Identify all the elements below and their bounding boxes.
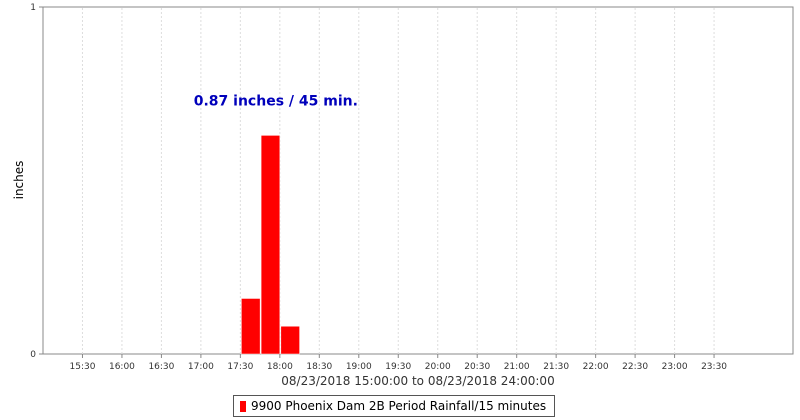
y-axis-ticks: 01	[30, 3, 43, 360]
x-tick-label-15: 23:00	[662, 362, 688, 372]
x-tick-label-4: 17:30	[227, 362, 253, 372]
rainfall-bar-2	[280, 325, 300, 355]
plot-area	[42, 6, 794, 355]
x-axis-label: 08/23/2018 15:00:00 to 08/23/2018 24:00:…	[281, 374, 554, 388]
bars-group	[241, 135, 300, 355]
total-annotation: 0.87 inches / 45 min.	[194, 94, 358, 110]
x-tick-label-7: 19:00	[346, 362, 372, 372]
x-tick-label-12: 21:30	[543, 362, 569, 372]
legend: 9900 Phoenix Dam 2B Period Rainfall/15 m…	[233, 395, 556, 417]
legend-swatch	[240, 400, 246, 412]
x-tick-label-10: 20:30	[464, 362, 490, 372]
y-tick-label-0: 0	[30, 350, 36, 360]
x-tick-label-1: 16:00	[109, 362, 135, 372]
rainfall-bar-0	[241, 298, 261, 355]
x-tick-label-3: 17:00	[188, 362, 214, 372]
y-tick-label-1: 1	[30, 3, 36, 13]
x-tick-label-2: 16:30	[148, 362, 174, 372]
rainfall-bar-1	[260, 135, 281, 355]
y-axis-label: inches	[12, 161, 26, 200]
x-tick-label-9: 20:00	[425, 362, 451, 372]
x-tick-label-0: 15:30	[70, 362, 96, 372]
x-tick-label-14: 22:30	[622, 362, 648, 372]
rainfall-chart: 15:30 16:00 16:30 17:00 17:30 18:00 18:30 19:00…	[12, 3, 794, 388]
x-tick-label-8: 19:30	[385, 362, 411, 372]
x-tick-label-5: 18:00	[267, 362, 293, 372]
x-axis-ticks: 15:30 16:00 16:30 17:00 17:30 18:00 18:30 19:00…	[70, 354, 727, 372]
x-tick-label-13: 22:00	[583, 362, 609, 372]
x-tick-label-16: 23:30	[701, 362, 727, 372]
legend-label: 9900 Phoenix Dam 2B Period Rainfall/15 m…	[251, 399, 547, 413]
x-tick-label-11: 21:00	[504, 362, 530, 372]
x-tick-label-6: 18:30	[306, 362, 332, 372]
